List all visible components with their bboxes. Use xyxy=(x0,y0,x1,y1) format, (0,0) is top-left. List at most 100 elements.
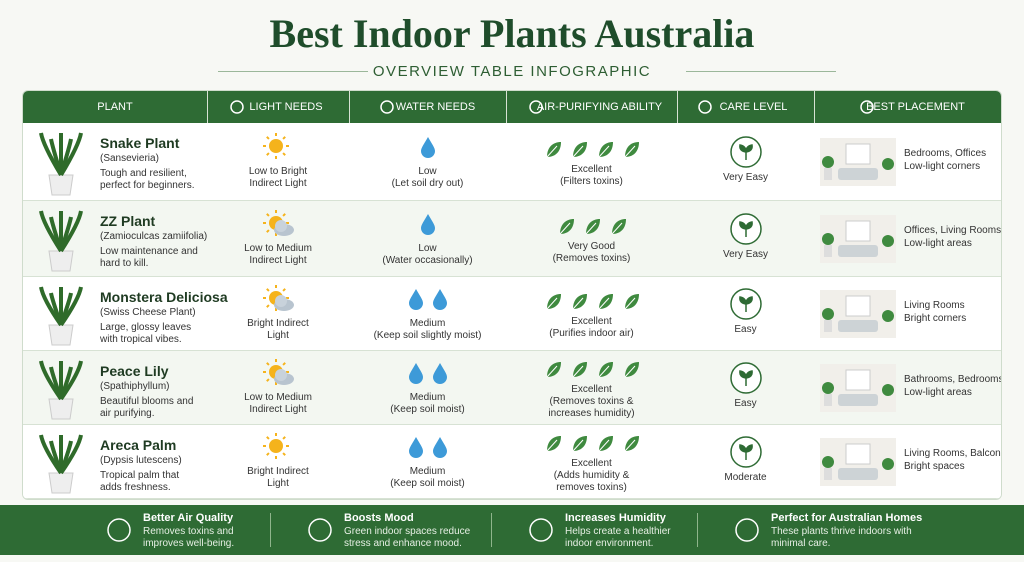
air-leaf xyxy=(622,140,642,160)
plant-scientific: (Sansevieria) xyxy=(100,153,159,164)
cell-text: Excellent xyxy=(571,316,612,327)
header-row xyxy=(23,91,1001,123)
cell-text: increases humidity) xyxy=(548,408,635,419)
header-cell: BEST PLACEMENT xyxy=(866,101,965,113)
cell-text: Low-light corners xyxy=(904,161,981,172)
air-leaf xyxy=(622,434,642,454)
cell-text: minimal care. xyxy=(771,538,831,549)
plant-scientific: (Swiss Cheese Plant) xyxy=(100,307,196,318)
air-leaf xyxy=(596,140,616,160)
header-icon xyxy=(527,98,545,116)
cell-text: perfect for beginners. xyxy=(100,180,195,191)
air-leaf xyxy=(622,292,642,312)
divider xyxy=(686,71,836,72)
cell-text: Low-light areas xyxy=(904,387,972,398)
cell-text: Low to Bright xyxy=(248,166,308,177)
divider xyxy=(218,71,368,72)
water-drop xyxy=(432,288,448,312)
cell-text: Medium xyxy=(409,466,446,477)
cell-text: Indirect Light xyxy=(249,404,307,415)
cell-text: Living Rooms, Balconies xyxy=(904,448,1001,459)
header-cell: WATER NEEDS xyxy=(395,101,476,113)
air-leaf xyxy=(544,140,564,160)
cell-text: hard to kill. xyxy=(100,258,149,269)
table: PLANT LIGHT NEEDS WATER NEEDS AIR-PURIFYING… xyxy=(22,90,1002,500)
air-leaf xyxy=(570,434,590,454)
cell-text: adds freshness. xyxy=(100,482,171,493)
footer-title: Increases Humidity xyxy=(565,512,666,524)
cell-text: Low-light areas xyxy=(904,238,972,249)
header-icon xyxy=(228,98,246,116)
care-icon xyxy=(729,135,763,169)
care-icon xyxy=(729,435,763,469)
cell-text: Light xyxy=(267,478,289,489)
cell-text: Medium xyxy=(409,392,446,403)
placement-image xyxy=(820,215,896,263)
air-leaf xyxy=(596,360,616,380)
cell-text: Low maintenance and xyxy=(100,246,198,257)
footer-divider xyxy=(491,513,492,547)
care-icon xyxy=(729,361,763,395)
air-leaf xyxy=(544,434,564,454)
cell-text: Removes toxins and xyxy=(143,526,234,537)
cell-text: Tropical palm that xyxy=(100,470,180,481)
water-drop xyxy=(432,436,448,460)
cell-text: (Keep soil moist) xyxy=(390,404,465,415)
light-icon xyxy=(262,209,296,239)
water-drop xyxy=(420,136,436,160)
cell-text: Low to Medium xyxy=(244,392,312,403)
cell-text: (Let soil dry out) xyxy=(391,178,464,189)
cell-text: Very Good xyxy=(567,241,616,252)
cell-text: Bright corners xyxy=(904,313,967,324)
cell-text: (Keep soil slightly moist) xyxy=(373,330,482,341)
cell-text: Bedrooms, Offices xyxy=(904,148,987,159)
placement-image xyxy=(820,290,896,338)
cell-text: Indirect Light xyxy=(249,255,307,266)
cell-text: (Removes toxins) xyxy=(552,253,631,264)
footer-icon xyxy=(306,515,334,545)
placement-image xyxy=(820,438,896,486)
plant-scientific: (Dypsis lutescens) xyxy=(100,455,182,466)
cell-text: Beautiful blooms and xyxy=(100,396,194,407)
plant-image xyxy=(31,355,91,421)
cell-text: Light xyxy=(267,330,289,341)
air-leaf xyxy=(596,434,616,454)
cell-text: (Adds humidity & xyxy=(553,470,630,481)
water-drop xyxy=(420,213,436,237)
air-leaf xyxy=(570,360,590,380)
plant-image xyxy=(31,205,91,273)
cell-text: Bright Indirect xyxy=(247,466,309,477)
plant-image xyxy=(31,429,91,495)
air-leaf xyxy=(570,292,590,312)
footer-title: Better Air Quality xyxy=(143,512,234,524)
cell-text: These plants thrive indoors with xyxy=(771,526,912,537)
light-icon xyxy=(262,432,296,462)
plant-scientific: (Spathiphyllum) xyxy=(100,381,170,392)
cell-text: Excellent xyxy=(571,458,612,469)
care-level: Easy xyxy=(734,398,757,409)
plant-image xyxy=(31,281,91,347)
plant-name: Areca Palm xyxy=(100,437,177,453)
cell-text: Tough and resilient, xyxy=(100,168,187,179)
cell-text: Large, glossy leaves xyxy=(100,322,192,333)
title: Best Indoor Plants Australia xyxy=(269,11,755,56)
cell-text: Medium xyxy=(409,318,446,329)
air-leaf xyxy=(609,217,629,237)
water-drop xyxy=(408,362,424,386)
header-cell: CARE LEVEL xyxy=(719,101,788,113)
cell-text: Living Rooms xyxy=(904,300,965,311)
cell-text: removes toxins) xyxy=(556,482,627,493)
cell-text: Offices, Living Rooms xyxy=(904,225,1002,236)
air-leaf xyxy=(544,360,564,380)
light-icon xyxy=(262,284,296,314)
water-drop xyxy=(408,436,424,460)
header-cell: LIGHT NEEDS xyxy=(249,101,323,113)
cell-text: with tropical vibes. xyxy=(100,334,182,345)
cell-text: air purifying. xyxy=(100,408,155,419)
care-level: Easy xyxy=(734,324,757,335)
cell-text: Low to Medium xyxy=(244,243,312,254)
cell-text: stress and enhance mood. xyxy=(344,538,462,549)
light-icon xyxy=(262,132,296,162)
cell-text: Green indoor spaces reduce xyxy=(344,526,471,537)
